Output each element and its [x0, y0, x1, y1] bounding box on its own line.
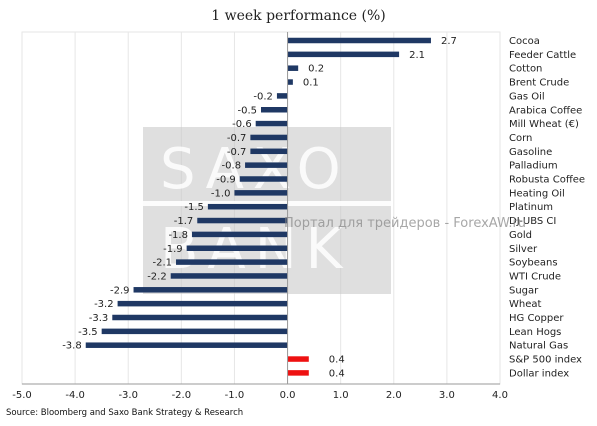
- x-tick-label-6: 1.0: [333, 390, 349, 401]
- chart-title: 1 week performance (%): [211, 8, 386, 24]
- value-label-22: -3.8: [62, 341, 82, 352]
- bar-17: [170, 273, 288, 279]
- x-tick-label-5: 0.0: [280, 390, 296, 401]
- bar-8: [250, 148, 288, 155]
- category-label-23: S&P 500 index: [509, 355, 582, 366]
- value-label-16: -2.1: [153, 258, 173, 269]
- bar-14: [191, 231, 288, 238]
- value-label-24: 0.4: [329, 368, 345, 379]
- value-label-19: -3.2: [94, 299, 114, 310]
- watermark-text: Портал для трейдеров - ForexAW.ru: [284, 216, 527, 231]
- category-label-12: Platinum: [509, 202, 553, 213]
- bar-4: [276, 93, 288, 99]
- value-label-23: 0.4: [329, 355, 345, 366]
- category-label-22: Natural Gas: [509, 341, 568, 352]
- value-label-6: -0.6: [232, 119, 252, 130]
- bar-0: [287, 37, 431, 44]
- bar-18: [133, 287, 288, 293]
- bar-5: [261, 107, 288, 113]
- value-label-17: -2.2: [147, 271, 167, 282]
- x-tick-label-2: -3.0: [118, 390, 138, 401]
- x-tick-label-4: -1.0: [225, 390, 245, 401]
- category-label-9: Palladium: [509, 161, 558, 172]
- value-label-20: -3.3: [89, 313, 109, 324]
- value-label-13: -1.7: [174, 216, 194, 227]
- category-label-1: Feeder Cattle: [509, 50, 576, 61]
- bar-22: [85, 342, 288, 348]
- category-label-20: HG Copper: [509, 313, 564, 324]
- category-label-7: Corn: [509, 133, 532, 144]
- category-label-11: Heating Oil: [509, 188, 565, 199]
- value-label-0: 2.7: [441, 36, 457, 47]
- bar-24: [287, 370, 309, 376]
- category-label-3: Brent Crude: [509, 78, 569, 89]
- category-label-8: Gasoline: [509, 147, 552, 158]
- bar-15: [186, 245, 288, 251]
- x-tick-label-7: 2.0: [386, 390, 402, 401]
- bar-2: [287, 65, 299, 71]
- value-label-2: 0.2: [308, 64, 324, 75]
- category-label-15: Silver: [509, 244, 538, 255]
- value-label-12: -1.5: [184, 202, 204, 213]
- category-label-5: Arabica Coffee: [509, 105, 582, 116]
- axis-layer: [22, 32, 500, 385]
- category-label-0: Cocoa: [509, 36, 540, 47]
- value-label-4: -0.2: [253, 91, 273, 102]
- source-note: Source: Bloomberg and Saxo Bank Strategy…: [6, 408, 244, 418]
- value-label-1: 2.1: [409, 50, 425, 61]
- category-label-17: WTI Crude: [509, 271, 561, 282]
- category-label-24: Dollar index: [509, 368, 569, 379]
- value-label-11: -1.0: [211, 188, 231, 199]
- value-label-15: -1.9: [163, 244, 183, 255]
- category-label-14: Gold: [509, 230, 532, 241]
- bar-23: [287, 356, 309, 362]
- bar-10: [239, 176, 288, 182]
- value-label-14: -1.8: [168, 230, 188, 241]
- value-label-10: -0.9: [216, 175, 236, 186]
- x-tick-label-9: 4.0: [492, 390, 508, 401]
- value-label-9: -0.8: [222, 161, 242, 172]
- label-layer: 2.7 Cocoa 2.1 Feeder Cattle 0.2 Cotton 0.1 Bren…: [12, 36, 585, 401]
- bar-11: [234, 190, 288, 196]
- value-label-8: -0.7: [227, 147, 247, 158]
- bar-19: [117, 300, 288, 307]
- x-tick-label-8: 3.0: [439, 390, 455, 401]
- bar-21: [101, 328, 288, 335]
- category-label-19: Wheat: [509, 299, 542, 310]
- category-label-21: Lean Hogs: [509, 327, 561, 338]
- value-label-21: -3.5: [78, 327, 98, 338]
- bar-6: [255, 120, 288, 127]
- x-tick-label-3: -2.0: [172, 390, 192, 401]
- category-label-18: Sugar: [509, 285, 539, 296]
- bar-9: [245, 162, 288, 168]
- bar-3: [287, 79, 293, 85]
- bar-20: [112, 314, 288, 321]
- category-label-4: Gas Oil: [509, 91, 545, 102]
- category-label-10: Robusta Coffee: [509, 175, 585, 186]
- category-label-2: Cotton: [509, 64, 542, 75]
- bar-13: [197, 217, 288, 224]
- category-label-6: Mill Wheat (€): [509, 119, 579, 130]
- value-label-7: -0.7: [227, 133, 247, 144]
- value-label-5: -0.5: [237, 105, 257, 116]
- bar-16: [176, 259, 288, 265]
- bar-7: [250, 134, 288, 141]
- x-tick-label-0: -5.0: [12, 390, 32, 401]
- bar-12: [207, 203, 288, 210]
- category-label-13: DJ-UBS CI: [509, 216, 556, 227]
- value-label-18: -2.9: [110, 285, 130, 296]
- x-tick-label-1: -4.0: [65, 390, 85, 401]
- value-label-3: 0.1: [303, 78, 319, 89]
- bar-layer: [85, 37, 431, 376]
- bar-1: [287, 51, 400, 58]
- category-label-16: Soybeans: [509, 258, 558, 269]
